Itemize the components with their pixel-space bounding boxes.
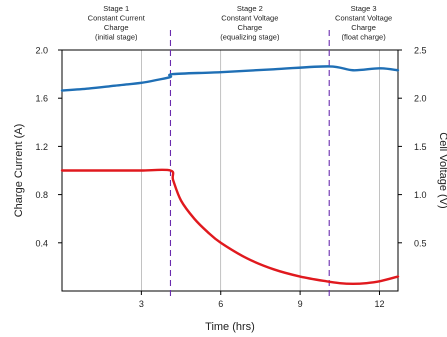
y-right-tick-label: 2.0 (414, 94, 427, 104)
y-left-tick-label: 0.4 (35, 238, 48, 248)
stage-2-label-line: (equalizing stage) (220, 33, 280, 42)
stage-1-label-line: Charge (104, 23, 129, 32)
y-right-tick-label: 1.0 (414, 190, 427, 200)
x-tick-label: 9 (298, 299, 303, 309)
x-axis-title: Time (hrs) (205, 321, 255, 333)
stage-2-label-line: Constant Voltage (221, 14, 278, 23)
y-right-tick-label: 2.5 (414, 46, 427, 56)
stage-3-label-line: Stage 3 (351, 4, 377, 13)
y-left-tick-label: 1.6 (35, 94, 48, 104)
y-left-tick-label: 2.0 (35, 46, 48, 56)
stage-1-label-line: Constant Current (88, 14, 146, 23)
y-left-tick-label: 1.2 (35, 142, 48, 152)
x-tick-label: 6 (218, 299, 223, 309)
cell-voltage-line (60, 65, 400, 92)
stage-1-label-line: Stage 1 (103, 4, 129, 13)
stage-1-label-line: (initial stage) (95, 33, 138, 42)
charge-current-line (60, 168, 400, 285)
y-right-tick-label: 1.5 (414, 142, 427, 152)
stage-3-label-line: Charge (351, 23, 376, 32)
y-right-axis-title: Cell Voltage (V) (437, 132, 447, 208)
y-right-tick-label: 0.5 (414, 238, 427, 248)
y-left-axis-title: Charge Current (A) (13, 124, 25, 218)
stage-2-label-line: Charge (238, 23, 263, 32)
stage-2-label-line: Stage 2 (237, 4, 263, 13)
y-left-tick-label: 0.8 (35, 190, 48, 200)
stage-3-label-line: Constant Voltage (335, 14, 392, 23)
x-tick-label: 12 (374, 299, 384, 309)
stage-3-label-line: (float charge) (342, 33, 387, 42)
x-tick-label: 3 (139, 299, 144, 309)
